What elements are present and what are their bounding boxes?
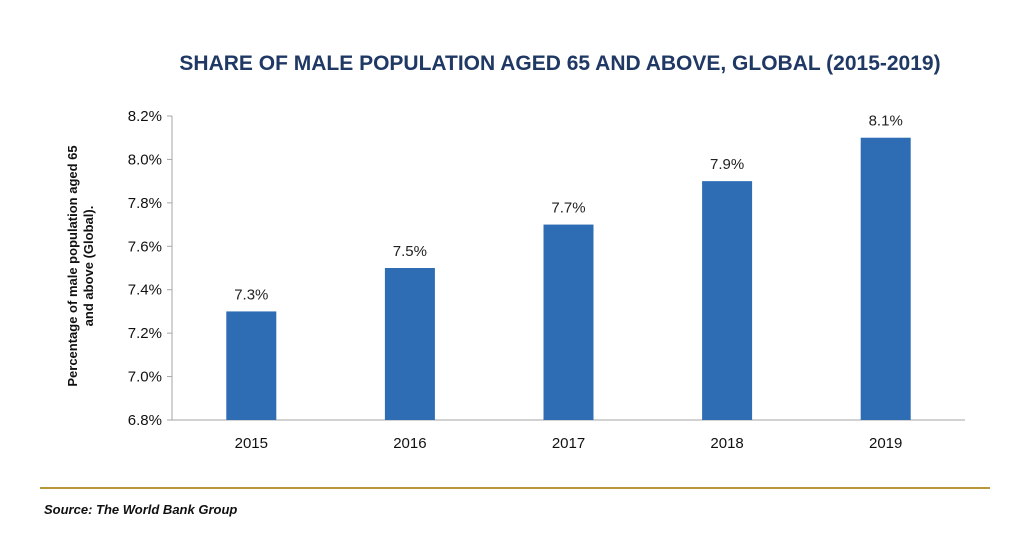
x-axis-ticks: 2015 2016 2017 2018 2019 [235, 435, 903, 452]
chart-title: SHARE OF MALE POPULATION AGED 65 AND ABO… [179, 52, 940, 75]
data-label-2019: 8.1% [869, 113, 903, 130]
x-tick-label-2018: 2018 [710, 435, 743, 452]
y-tick-label: 8.2% [128, 108, 162, 125]
bars [226, 137, 911, 420]
y-axis-label: Percentage of male population aged 65 an… [65, 145, 96, 386]
y-axis-ticks: 6.8% 7.0% 7.2% 7.4% 7.6% 7.8% 8.0% 8.2% [128, 108, 172, 429]
x-tick-label-2016: 2016 [393, 435, 426, 452]
y-axis-label-line-1: Percentage of male population aged 65 [65, 145, 80, 386]
data-label-2016: 7.5% [393, 243, 427, 260]
bar-2015 [226, 311, 277, 420]
bar-2018 [702, 181, 753, 420]
x-tick-label-2019: 2019 [869, 435, 902, 452]
y-tick-label: 8.0% [128, 151, 162, 168]
data-labels: 7.3% 7.5% 7.7% 7.9% 8.1% [234, 113, 903, 304]
data-label-2017: 7.7% [551, 200, 585, 217]
data-label-2018: 7.9% [710, 156, 744, 173]
y-axis-label-line-2: and above (Global). [81, 206, 96, 327]
bar-2016 [384, 268, 435, 420]
y-tick-label: 6.8% [128, 412, 162, 429]
y-tick-label: 7.8% [128, 195, 162, 212]
y-tick-label: 7.0% [128, 369, 162, 386]
bar-2019 [860, 137, 911, 420]
x-tick-label-2017: 2017 [552, 435, 585, 452]
bar-2017 [543, 224, 594, 420]
y-tick-label: 7.6% [128, 238, 162, 255]
x-tick-label-2015: 2015 [235, 435, 268, 452]
y-tick-label: 7.2% [128, 325, 162, 342]
data-label-2015: 7.3% [234, 286, 268, 303]
source-note: Source: The World Bank Group [44, 502, 238, 517]
bar-chart: SHARE OF MALE POPULATION AGED 65 AND ABO… [65, 52, 965, 452]
footer-divider [40, 487, 990, 489]
y-tick-label: 7.4% [128, 282, 162, 299]
